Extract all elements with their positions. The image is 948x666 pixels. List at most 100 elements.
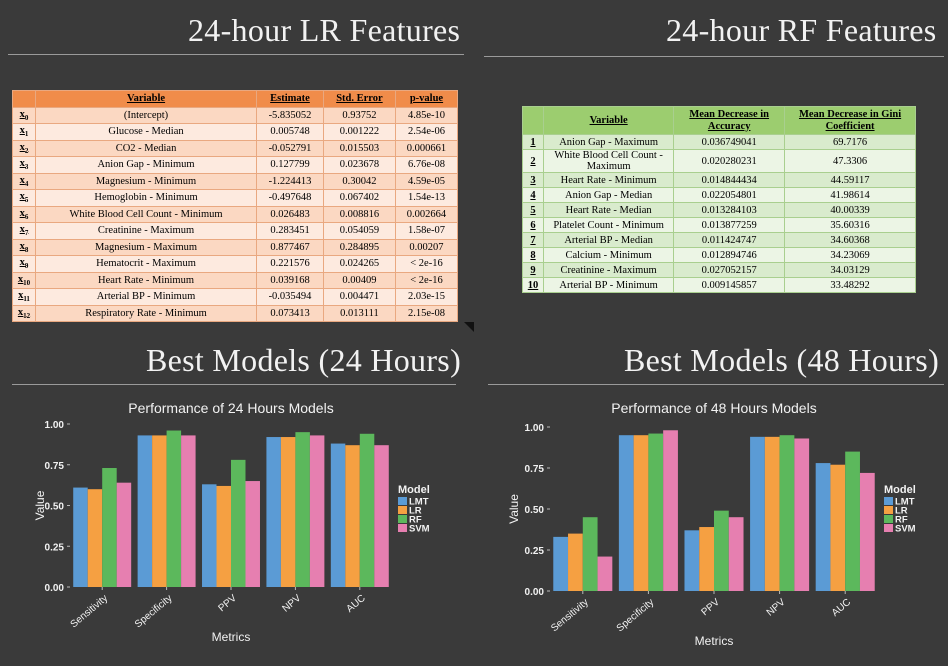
legend-label-lr: LR [409,506,422,517]
table-row: x3 Anion Gap - Minimum 0.127799 0.023678 6.7… [12,156,459,174]
bar-rf-auc [845,451,860,591]
row-variable: Heart Rate - Minimum [34,271,258,289]
row-variable: White Blood Cell Count - Minimum [34,205,258,223]
x-axis-label: Metrics [212,630,251,644]
bar-lr-npv [764,436,780,591]
bar-lr-auc [830,464,846,591]
legend-swatch-svm [398,524,407,532]
x-tick-label: Specificity [133,593,175,630]
legend-label-svm: SVM [409,524,430,535]
y-tick-label: 0.75 [525,464,545,475]
row-variable: Platelet Count - Minimum [542,217,675,233]
table-row: 5 Heart Rate - Median 0.013284103 40.00339 [522,202,916,218]
bar-lmt-specificity [618,435,634,591]
row-p-value: 0.000661 [394,139,459,157]
row-p-value: 6.76e-08 [394,156,459,174]
y-axis-label: Value [33,490,47,520]
row-variable: (Intercept) [34,106,258,124]
legend-swatch-rf [398,515,407,523]
row-std-error: 0.015503 [322,139,396,157]
row-variable: Anion Gap - Median [542,187,675,203]
row-estimate: -0.052791 [256,139,324,157]
best-48-title: Best Models (48 Hours) [624,342,940,378]
row-index: x3 [12,156,36,174]
lr-features-table: Variable Estimate Std. Error p-value x0(… [12,90,459,322]
table-row: x0 (Intercept) -5.835052 0.93752 4.85e-10 [12,106,459,124]
table-row: 7 Arterial BP - Median 0.011424747 34.60368 [522,232,916,248]
row-estimate: -0.035494 [256,288,324,306]
row-std-error: 0.067402 [322,189,396,207]
row-estimate: 0.026483 [256,205,324,223]
bar-svm-auc [859,472,875,591]
row-gini: 44.59117 [784,172,916,188]
x-tick-label: Sensitivity [69,593,111,630]
legend-label-svm: SVM [895,524,916,535]
row-estimate: -5.835052 [256,106,324,124]
row-gini: 35.60316 [784,217,916,233]
legend-label-lr: LR [895,506,908,517]
table-row: 9 Creatinine - Maximum 0.027052157 34.03129 [522,262,916,278]
bar-svm-ppv [245,481,260,587]
row-accuracy: 0.012894746 [673,247,786,263]
row-p-value: 2.03e-15 [394,288,459,306]
table-row: x9 Hematocrit - Maximum 0.221576 0.024265 < … [12,255,459,273]
corner-marker [464,322,474,332]
row-variable: Creatinine - Maximum [542,262,675,278]
y-tick-label: 0.25 [45,542,65,553]
y-tick-label: 0.00 [45,583,65,594]
row-accuracy: 0.014844434 [673,172,786,188]
row-p-value: 1.54e-13 [394,189,459,207]
row-index: 1 [522,134,544,150]
bar-lmt-npv [266,437,281,587]
bar-lmt-specificity [137,435,153,587]
row-p-value: 1.58e-07 [394,222,459,240]
row-estimate: 0.127799 [256,156,324,174]
table-row: 3 Heart Rate - Minimum 0.014844434 44.59117 [522,172,916,188]
bar-lr-specificity [633,435,649,591]
table-row: x8 Magnesium - Maximum 0.877467 0.284895 0.0… [12,238,459,256]
lr-table-header: Variable Estimate Std. Error p-value [12,90,459,108]
rf-features-table: Variable Mean Decrease in Accuracy Mean … [522,106,916,293]
y-axis-label: Value [507,494,521,524]
x-tick-label: AUC [344,593,367,615]
row-variable: Magnesium - Maximum [34,238,258,256]
row-index: 6 [522,217,544,233]
bar-rf-ppv [714,510,729,591]
table-row: 6 Platelet Count - Minimum 0.013877259 35.6… [522,217,916,233]
bar-lmt-sensitivity [73,487,88,587]
row-index: 10 [522,277,544,293]
bar-rf-npv [779,435,795,591]
row-std-error: 0.30042 [322,172,396,190]
row-p-value: 2.54e-06 [394,123,459,141]
row-std-error: 0.004471 [322,288,396,306]
table-row: x11 Arterial BP - Minimum -0.035494 0.00447… [12,288,459,306]
y-tick-label: 1.00 [45,420,65,431]
table-row: 2 White Blood Cell Count - Maximum 0.02028… [522,149,916,173]
lr-header-std-error: Std. Error [322,90,396,108]
row-accuracy: 0.020280231 [673,149,786,173]
row-index: x4 [12,172,36,190]
bar-rf-auc [359,433,375,587]
row-accuracy: 0.013877259 [673,217,786,233]
row-index: x1 [12,123,36,141]
bar-lmt-sensitivity [553,536,569,591]
legend-label-rf: RF [895,515,908,526]
y-tick-label: 0.50 [525,505,545,516]
bar-rf-sensitivity [582,517,598,591]
bar-lr-auc [345,445,360,587]
lr-features-title: 24-hour LR Features [188,12,461,48]
legend-label-lmt: LMT [409,497,429,508]
table-row: 10 Arterial BP - Minimum 0.009145857 33.482… [522,277,916,293]
row-index: 8 [522,247,544,263]
row-index: x7 [12,222,36,240]
rf-features-title: 24-hour RF Features [666,12,937,48]
row-accuracy: 0.022054801 [673,187,786,203]
row-index: x10 [12,271,36,289]
row-index: 5 [522,202,544,218]
y-tick-label: 0.00 [525,587,545,598]
rf-title-rule [484,56,944,57]
legend-swatch-lmt [398,497,407,505]
bar-lr-sensitivity [87,489,103,587]
row-variable: Arterial BP - Minimum [542,277,675,293]
row-std-error: 0.00409 [322,271,396,289]
